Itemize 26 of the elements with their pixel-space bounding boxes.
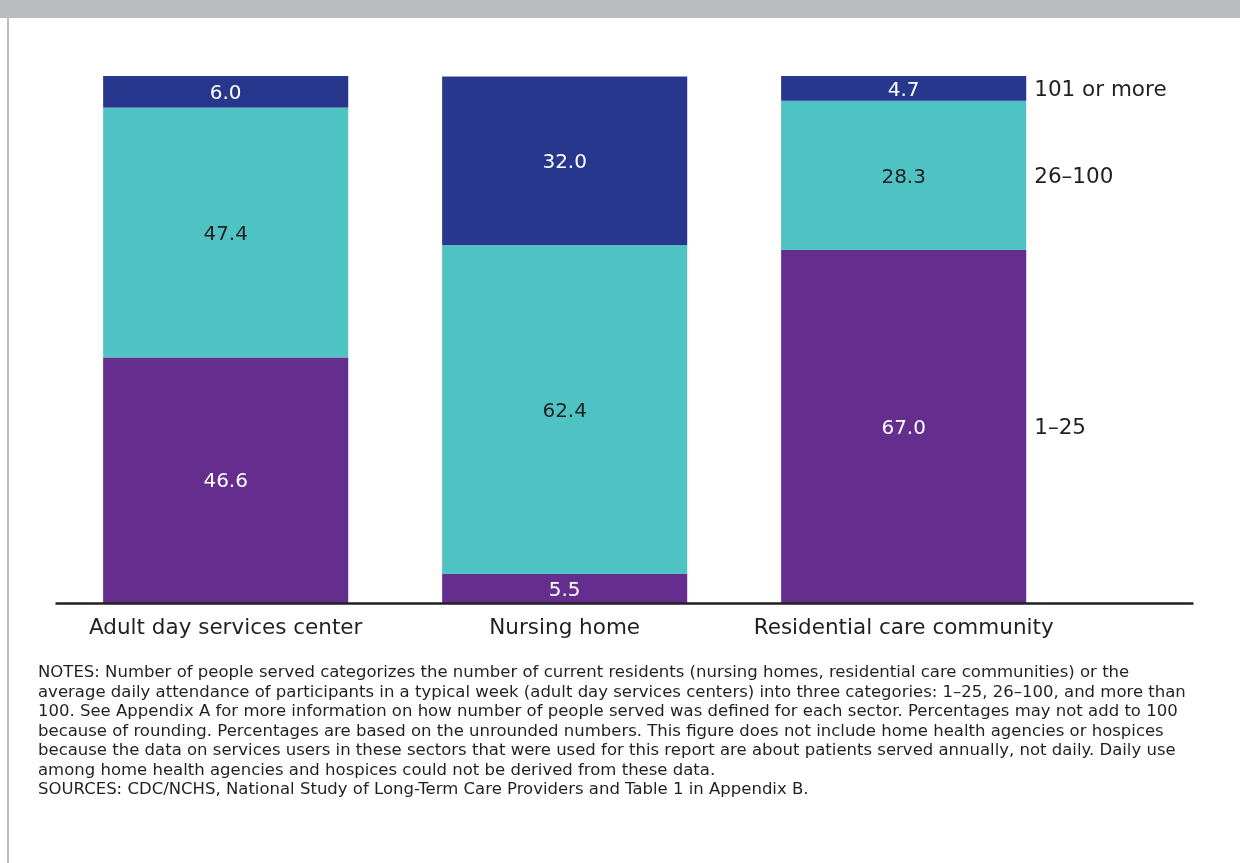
data-label: 32.0 xyxy=(542,149,587,174)
bar xyxy=(103,357,349,603)
data-label: 28.3 xyxy=(881,163,926,188)
bar xyxy=(442,76,688,246)
series-label: 1–25 xyxy=(1034,414,1087,440)
data-label: 6.0 xyxy=(209,80,242,105)
source-note: SOURCES: CDC/NCHS, National Study of Long-Term Care Providers and Table 1 in Appendix B. xyxy=(38,779,810,799)
x-tick-label: Adult day services center xyxy=(88,614,363,640)
text: NOTES: Number of people served categorizes the number of current residents (nursing homes, residential care communities) or the average daily attendance of participants in a typical week (adult day services centers) into three categories: 1–25, 26–100, and more than 100. See Appendix A for more information on how number of people served was defined for each sector. Percentages may not add to 100 because of rounding. Percentages are based on the unrounded numbers. This figure does not include home health agencies or hospices because the data on services users in these sectors that were used for this report are about patients served annually, not daily. Daily use among home health agencies and hospices could not be derived from these data. xyxy=(38,662,1187,779)
data-label: 62.4 xyxy=(542,397,587,422)
data-label: 46.6 xyxy=(203,468,248,493)
data-label: 47.4 xyxy=(203,220,248,245)
bar xyxy=(103,76,349,108)
bar xyxy=(781,76,1027,101)
series-label: 101 or more xyxy=(1034,76,1167,102)
x-tick-label: Residential care community xyxy=(753,614,1054,640)
data-label: 5.5 xyxy=(548,576,581,601)
bar xyxy=(103,107,349,358)
data-label: 4.7 xyxy=(887,76,920,101)
bar xyxy=(781,100,1027,250)
data-label: 67.0 xyxy=(881,414,926,439)
bar xyxy=(442,574,688,603)
bar xyxy=(781,249,1027,603)
series-label: 26–100 xyxy=(1034,163,1114,189)
bar xyxy=(442,245,688,575)
x-tick-label: Nursing home xyxy=(489,614,641,640)
